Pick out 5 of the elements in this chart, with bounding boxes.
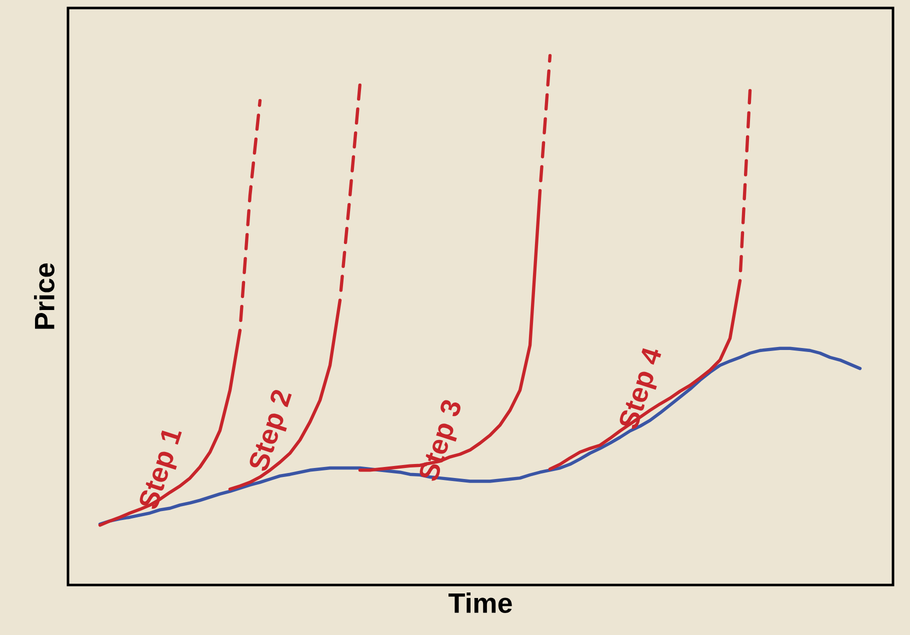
x-axis-title: Time <box>448 592 512 613</box>
text: Step 1 <box>140 430 182 509</box>
y-axis-title: Price <box>34 263 54 329</box>
text: Step 4 <box>620 348 662 429</box>
text: Step 2 <box>250 390 292 471</box>
